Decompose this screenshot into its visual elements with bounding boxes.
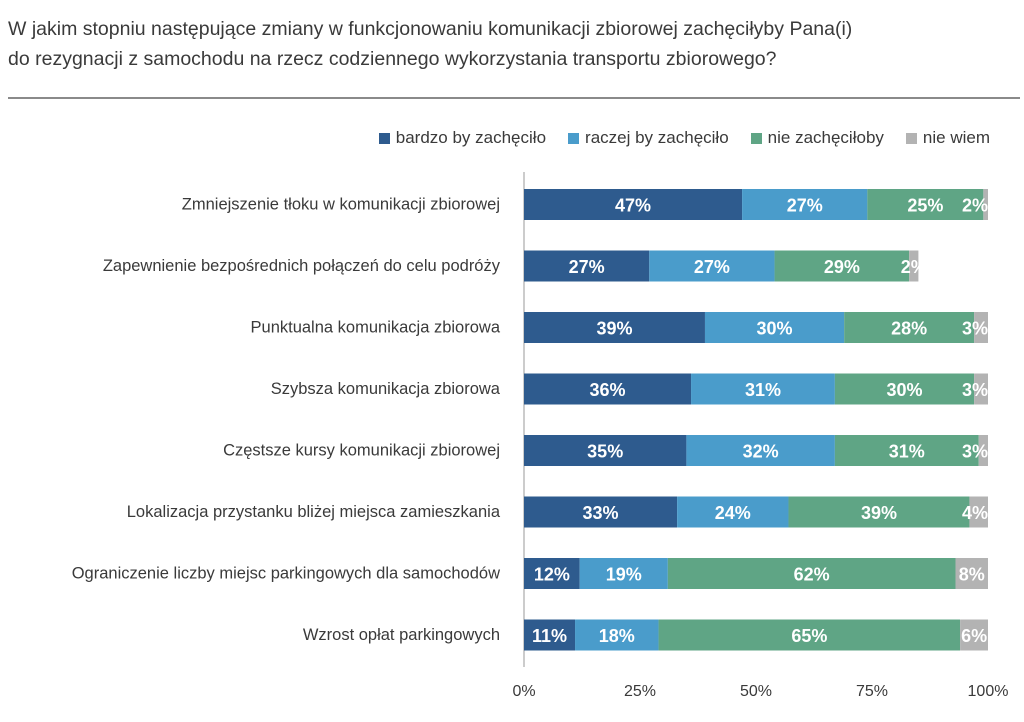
data-label: 3% xyxy=(962,380,988,400)
bar-segment-raczej-by-zachecilo xyxy=(686,435,835,466)
data-label: 19% xyxy=(606,565,642,585)
data-label: 25% xyxy=(907,196,943,216)
data-label: 39% xyxy=(596,319,632,339)
data-label: 39% xyxy=(861,503,897,523)
legend-label: bardzo by zachęciło xyxy=(395,128,547,147)
category-label: Częstsze kursy komunikacji zbiorowej xyxy=(223,442,500,460)
bar-segment-raczej-by-zachecilo xyxy=(704,312,845,343)
bar-segment-nie-zacheciloby xyxy=(834,373,975,405)
data-label: 3% xyxy=(962,442,988,462)
legend-item-nie-wiem: nie wiem xyxy=(905,128,990,148)
bar-segment-nie-zacheciloby xyxy=(667,558,956,589)
bar-segment-nie-wiem xyxy=(909,250,919,282)
data-label: 62% xyxy=(794,565,830,585)
chart-title-line-1: W jakim stopniu następujące zmiany w fun… xyxy=(8,18,853,40)
data-label: 35% xyxy=(587,442,623,462)
data-label: 30% xyxy=(757,319,793,339)
bar-segment-nie-wiem xyxy=(969,496,988,528)
bar-segment-nie-wiem xyxy=(955,558,988,589)
bar-segment-bardzo-by-zachecilo xyxy=(524,558,580,589)
bar-segment-bardzo-by-zachecilo xyxy=(524,619,576,651)
data-label: 27% xyxy=(569,257,605,277)
bar-segment-raczej-by-zachecilo xyxy=(677,496,789,528)
data-label: 36% xyxy=(590,380,626,400)
data-label: 30% xyxy=(886,380,922,400)
legend-label: raczej by zachęciło xyxy=(585,128,729,147)
data-label: 28% xyxy=(891,319,927,339)
data-label: 27% xyxy=(694,257,730,277)
category-label: Zmniejszenie tłoku w komunikacji zbiorow… xyxy=(182,196,500,214)
bar-segment-raczej-by-zachecilo xyxy=(575,619,659,651)
legend-item-bardzo-by-zachecilo: bardzo by zachęciło xyxy=(378,128,547,148)
category-label: Lokalizacja przystanku bliżej miejsca za… xyxy=(127,503,501,521)
bar-segment-nie-zacheciloby xyxy=(774,250,910,282)
legend-swatch xyxy=(378,132,390,144)
category-label: Ograniczenie liczby miejsc parkingowych … xyxy=(72,565,500,583)
x-tick-label: 100% xyxy=(968,683,1009,700)
data-label: 18% xyxy=(599,626,635,646)
bar-segment-bardzo-by-zachecilo xyxy=(524,373,692,405)
legend-item-nie-zacheciloby: nie zachęciłoby xyxy=(750,128,884,148)
legend-swatch xyxy=(905,132,917,144)
x-tick-label: 25% xyxy=(624,683,656,700)
category-label: Zapewnienie bezpośrednich połączeń do ce… xyxy=(103,257,501,275)
bar-segment-raczej-by-zachecilo xyxy=(691,373,835,405)
data-label: 8% xyxy=(959,565,985,585)
bar-segment-bardzo-by-zachecilo xyxy=(524,312,705,343)
data-label: 47% xyxy=(615,196,651,216)
bar-segment-nie-zacheciloby xyxy=(788,496,970,528)
bar-segment-raczej-by-zachecilo xyxy=(649,250,775,282)
data-label: 65% xyxy=(791,626,827,646)
legend-swatch xyxy=(750,132,762,144)
data-label: 33% xyxy=(583,503,619,523)
bar-segment-bardzo-by-zachecilo xyxy=(524,496,678,528)
data-label: 31% xyxy=(889,442,925,462)
data-label: 29% xyxy=(824,257,860,277)
bar-segment-nie-zacheciloby xyxy=(658,619,961,651)
data-label: 6% xyxy=(961,626,987,646)
x-tick-label: 0% xyxy=(512,683,535,700)
chart-title-line-2: do rezygnacji z samochodu na rzecz codzi… xyxy=(8,48,777,70)
category-label: Szybsza komunikacja zbiorowa xyxy=(271,380,501,398)
legend-swatch xyxy=(568,132,580,144)
data-label: 11% xyxy=(532,626,567,646)
legend-label: nie zachęciłoby xyxy=(767,128,884,147)
data-label: 24% xyxy=(715,503,751,523)
data-label: 2% xyxy=(962,196,988,216)
legend-label: nie wiem xyxy=(922,128,990,147)
data-label: 3% xyxy=(962,319,988,339)
bar-segment-nie-wiem xyxy=(983,189,988,220)
data-label: 31% xyxy=(745,380,781,400)
category-label: Punktualna komunikacja zbiorowa xyxy=(251,319,501,337)
bar-segment-nie-wiem xyxy=(960,619,988,651)
bar-segment-nie-wiem xyxy=(974,373,988,405)
bar-segment-nie-zacheciloby xyxy=(867,189,984,220)
bar-segment-nie-zacheciloby xyxy=(834,435,979,466)
legend-item-raczej-by-zachecilo: raczej by zachęciło xyxy=(568,128,729,148)
data-label: 27% xyxy=(787,196,823,216)
x-tick-label: 75% xyxy=(856,683,888,700)
data-label: 32% xyxy=(743,442,779,462)
bar-segment-nie-zacheciloby xyxy=(844,312,975,343)
bar-segment-bardzo-by-zachecilo xyxy=(524,189,743,220)
title-divider xyxy=(8,97,1020,99)
bar-segment-bardzo-by-zachecilo xyxy=(524,435,687,466)
bar-segment-nie-wiem xyxy=(978,435,988,466)
data-label: 2% xyxy=(901,257,927,277)
category-label: Wzrost opłat parkingowych xyxy=(303,626,500,644)
data-label: 12% xyxy=(534,565,570,585)
bar-segment-bardzo-by-zachecilo xyxy=(524,250,650,282)
bar-segment-raczej-by-zachecilo xyxy=(742,189,868,220)
chart-legend: bardzo by zachęciło raczej by zachęciło ni… xyxy=(357,128,990,148)
chart-title: W jakim stopniu następujące zmiany w fun… xyxy=(8,14,1008,74)
bar-segment-raczej-by-zachecilo xyxy=(579,558,668,589)
data-label: 4% xyxy=(962,503,988,523)
x-tick-label: 50% xyxy=(740,683,772,700)
bar-segment-nie-wiem xyxy=(974,312,988,343)
